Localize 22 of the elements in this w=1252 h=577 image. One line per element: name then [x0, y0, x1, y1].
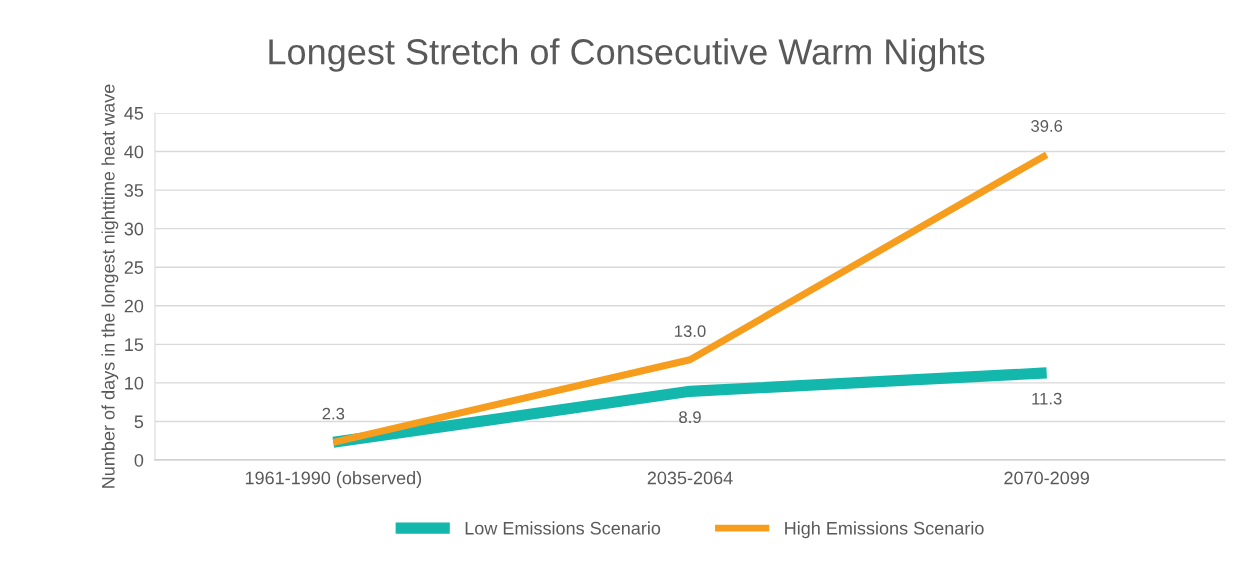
x-tick-label: 2035-2064: [647, 471, 733, 485]
x-tick-label: 2070-2099: [1004, 471, 1089, 485]
x-tick-label: 1961-1990 (observed): [245, 471, 422, 488]
y-tick-label: 0: [134, 453, 144, 467]
y-tick-label: 40: [124, 145, 144, 159]
data-label: 13.0: [675, 325, 706, 338]
y-tick-label: 45: [124, 107, 144, 120]
y-tick-label: 35: [124, 184, 144, 197]
data-label: 2.3: [322, 407, 345, 420]
y-tick-label: 15: [125, 338, 144, 352]
y-tick-label: 5: [134, 415, 144, 429]
y-tick-label: 20: [124, 299, 144, 313]
legend-label: Low Emissions Scenario: [465, 521, 661, 535]
legend-label: High Emissions Scenario: [785, 521, 984, 539]
chart-title: Longest Stretch of Consecutive Warm Nights: [269, 38, 985, 72]
y-tick-label: 25: [124, 261, 144, 274]
y-tick-label: 10: [125, 376, 144, 390]
y-tick-label: 30: [124, 222, 144, 236]
data-label: 8.9: [679, 411, 701, 424]
data-label: 11.3: [1032, 392, 1062, 405]
y-axis-title: Number of days in the longest nighttime heat wave: [101, 84, 119, 488]
data-label: 39.6: [1031, 120, 1063, 132]
